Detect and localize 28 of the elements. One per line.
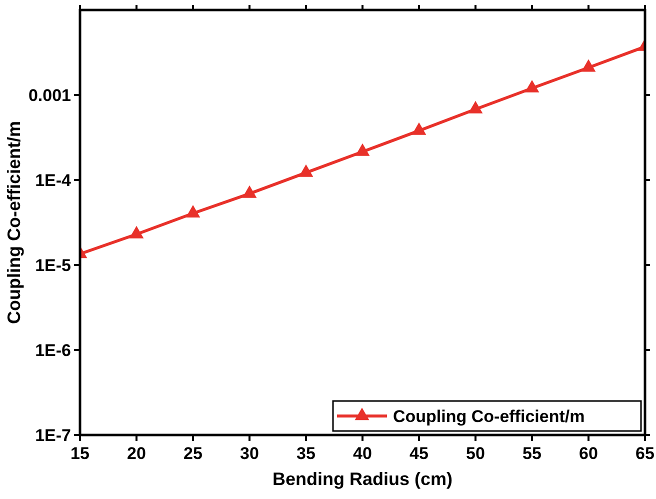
point: [412, 122, 426, 135]
x-tick-label: 45: [410, 444, 428, 463]
point: [129, 226, 144, 238]
x-tick-label: 35: [296, 444, 316, 463]
x-tick-label: 30: [240, 444, 259, 463]
y-axis-title: Coupling Co-efficient/m: [4, 121, 24, 324]
point: [242, 185, 257, 198]
y-tick-label: 1E-7: [35, 426, 71, 445]
y-tick-label: 0.001: [28, 86, 71, 105]
x-axis-title: Bending Radius (cm): [272, 469, 453, 489]
point: [186, 205, 200, 218]
y-tick-label: 1E-5: [35, 256, 71, 275]
x-tick-label: 25: [184, 444, 202, 463]
point: [468, 100, 483, 114]
x-tick-label: 50: [466, 444, 485, 463]
y-tick-label: 1E-4: [35, 170, 72, 190]
x-tick-label: 55: [522, 444, 542, 463]
x-tick-label: 20: [127, 444, 146, 463]
x-tick-label: 40: [353, 444, 372, 463]
legend-label: Coupling Co-efficient/m: [393, 406, 585, 426]
point: [298, 164, 314, 177]
point: [355, 143, 370, 156]
point: [524, 80, 540, 92]
y-tick-label: 1E-6: [35, 340, 71, 360]
x-tick-label: 15: [70, 444, 90, 463]
point: [581, 59, 596, 72]
x-tick-label: 60: [579, 444, 598, 463]
x-tick-label: 65: [636, 444, 654, 463]
